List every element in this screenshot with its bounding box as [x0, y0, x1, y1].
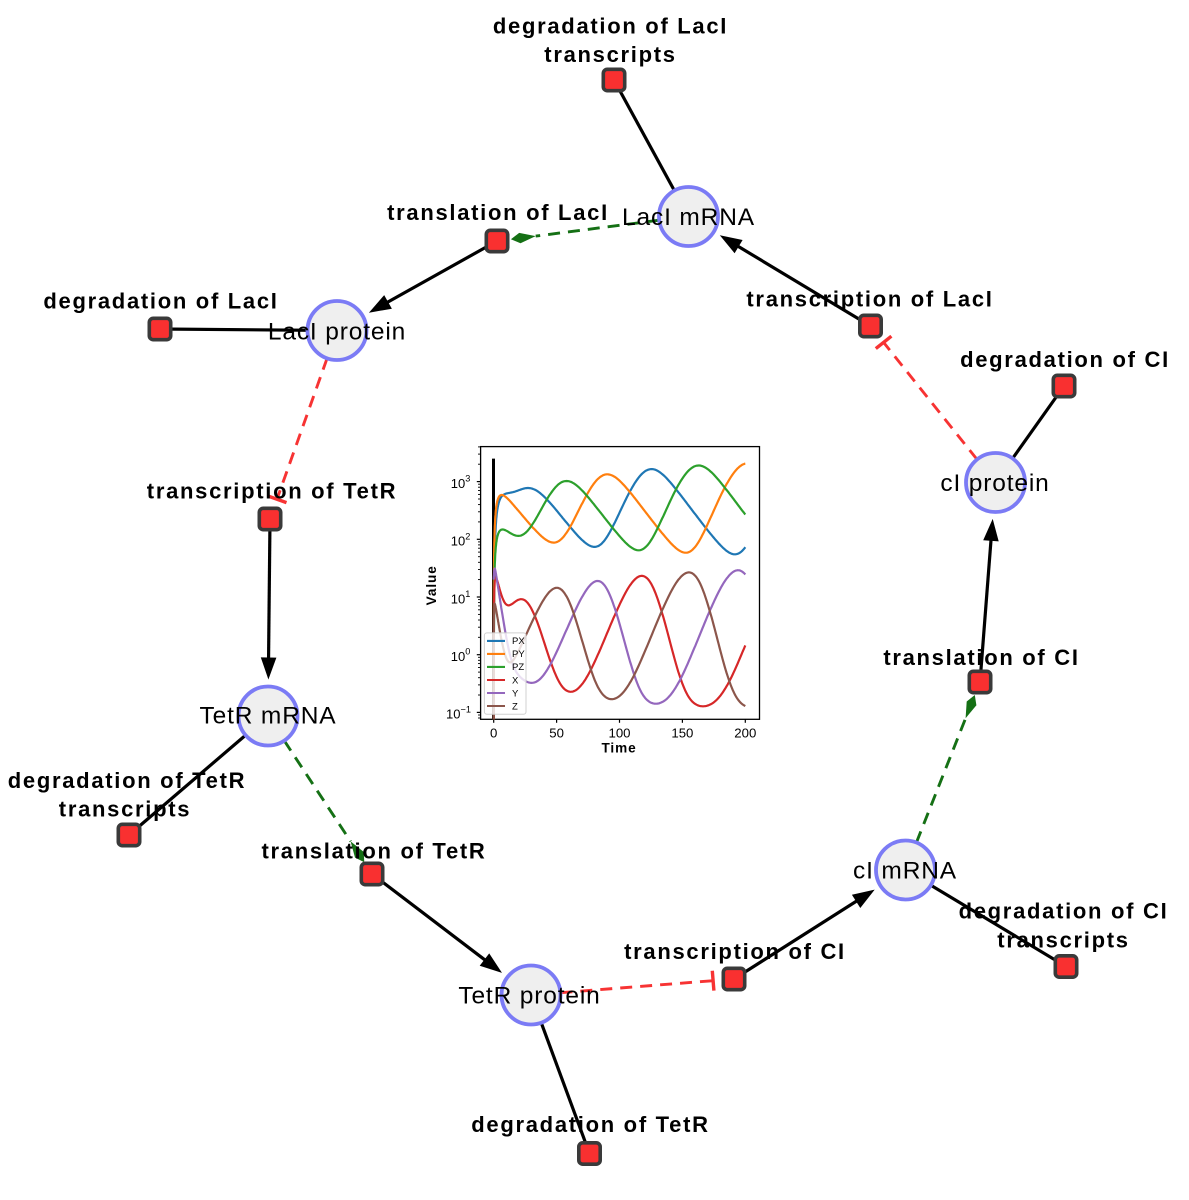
- svg-text:cI protein: cI protein: [940, 470, 1049, 497]
- svg-text:translation of CI: translation of CI: [883, 645, 1079, 670]
- svg-text:degradation of TetR: degradation of TetR: [471, 1112, 709, 1137]
- svg-text:50: 50: [549, 725, 564, 740]
- svg-text:transcription of LacI: transcription of LacI: [746, 287, 993, 312]
- svg-text:X: X: [512, 675, 519, 686]
- svg-text:transcripts: transcripts: [544, 42, 676, 67]
- svg-text:LacI protein: LacI protein: [268, 319, 406, 346]
- svg-text:translation of LacI: translation of LacI: [387, 200, 609, 225]
- svg-text:degradation of CI: degradation of CI: [960, 347, 1170, 372]
- svg-text:degradation of TetR: degradation of TetR: [8, 768, 246, 793]
- svg-text:Z: Z: [512, 701, 518, 712]
- svg-text:TetR protein: TetR protein: [458, 983, 600, 1010]
- svg-text:transcripts: transcripts: [997, 927, 1129, 952]
- svg-text:transcription of CI: transcription of CI: [624, 939, 846, 964]
- svg-text:degradation of LacI: degradation of LacI: [43, 289, 278, 314]
- svg-text:PX: PX: [512, 636, 525, 647]
- svg-text:150: 150: [671, 725, 693, 740]
- svg-text:Time: Time: [601, 741, 636, 756]
- svg-text:transcription of TetR: transcription of TetR: [147, 479, 397, 504]
- svg-text:0: 0: [490, 725, 497, 740]
- svg-text:PZ: PZ: [512, 662, 524, 673]
- svg-text:cI mRNA: cI mRNA: [853, 858, 957, 885]
- svg-text:Value: Value: [424, 565, 439, 605]
- svg-text:LacI mRNA: LacI mRNA: [622, 204, 755, 231]
- svg-text:PY: PY: [512, 649, 525, 660]
- svg-text:Y: Y: [512, 688, 519, 699]
- svg-text:translation of TetR: translation of TetR: [261, 839, 486, 864]
- svg-text:transcripts: transcripts: [59, 797, 191, 822]
- svg-text:100: 100: [608, 725, 630, 740]
- svg-text:degradation of LacI: degradation of LacI: [493, 14, 728, 39]
- svg-text:degradation of CI: degradation of CI: [959, 899, 1169, 924]
- svg-text:TetR mRNA: TetR mRNA: [200, 702, 337, 729]
- svg-text:200: 200: [734, 725, 756, 740]
